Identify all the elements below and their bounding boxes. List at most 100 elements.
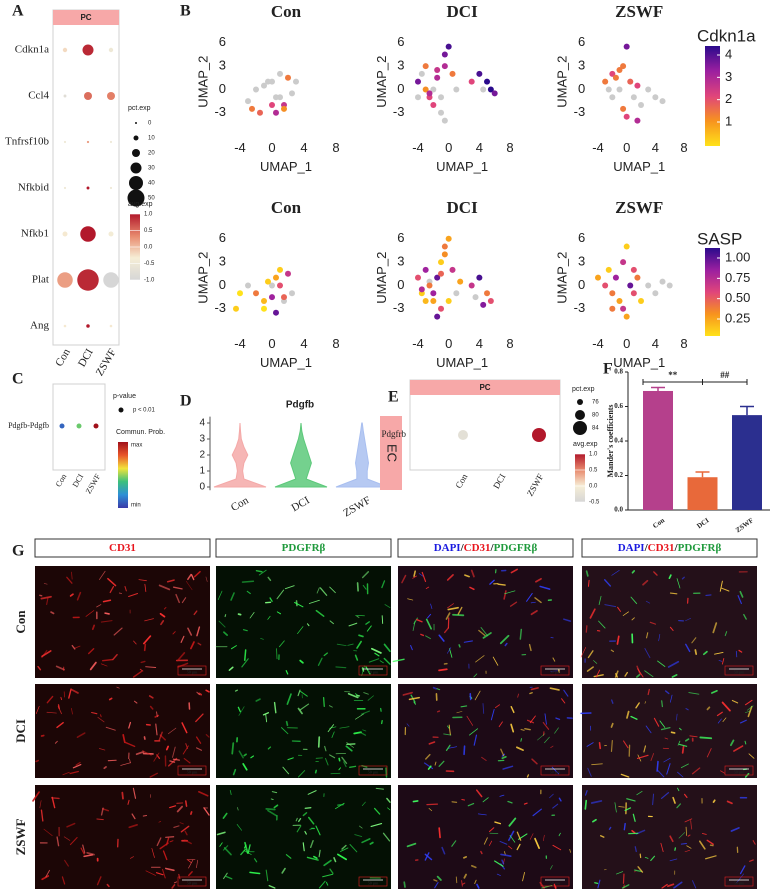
stain (663, 757, 671, 763)
stain (462, 882, 466, 885)
point (249, 105, 255, 112)
dot (86, 324, 90, 328)
stain (132, 787, 137, 799)
point (269, 78, 275, 85)
stain (645, 725, 652, 734)
stain (645, 600, 651, 604)
point (441, 251, 448, 258)
stain (64, 859, 69, 867)
stain (349, 765, 357, 768)
stain (642, 579, 649, 586)
row-label: ZSWF (13, 819, 28, 856)
stain (45, 869, 50, 878)
y-tick-label: 3 (397, 58, 404, 73)
stain (631, 829, 636, 834)
stain (238, 750, 244, 759)
x-axis-label: UMAP_1 (613, 159, 665, 174)
stain (41, 875, 50, 881)
point (612, 274, 619, 281)
stain (158, 821, 162, 823)
stain (681, 745, 685, 754)
stain (176, 805, 183, 813)
stain (585, 625, 588, 633)
stain (142, 815, 148, 817)
stain (402, 691, 413, 696)
point (616, 67, 623, 74)
stain (128, 593, 139, 597)
y-tick-label: 6 (219, 34, 226, 49)
stain (76, 732, 86, 738)
stain (370, 823, 383, 827)
stain (363, 692, 369, 695)
point (484, 290, 491, 297)
stain (284, 585, 295, 590)
stain (128, 721, 132, 729)
stain (243, 753, 247, 757)
legend-label: 80 (592, 413, 599, 419)
stain (471, 864, 477, 869)
x-tick-label: 8 (680, 140, 687, 155)
stain (298, 817, 302, 823)
stain (304, 806, 312, 810)
stain (534, 837, 540, 849)
stain (55, 665, 65, 671)
header-part: CD31 (648, 542, 675, 554)
stain (413, 701, 416, 705)
stain (499, 634, 510, 645)
stain (438, 760, 445, 767)
dot (62, 231, 68, 237)
point (441, 51, 448, 58)
point (627, 282, 634, 289)
stain (46, 597, 49, 606)
stain (249, 871, 261, 875)
x-tick-label: -4 (592, 140, 604, 155)
stain (254, 858, 258, 863)
y-tick-label: 0 (199, 482, 205, 493)
stain (589, 608, 596, 619)
point (430, 102, 437, 109)
legend-title: pct.exp (572, 386, 595, 393)
stain (662, 747, 669, 750)
y-tick-label: 0 (397, 277, 404, 292)
legend-label: p < 0.01 (133, 408, 156, 414)
colorbar-label: 2 (725, 91, 732, 106)
stain (379, 660, 384, 664)
point (645, 282, 652, 289)
stain (669, 592, 678, 595)
stain (475, 655, 485, 663)
stain (187, 573, 192, 581)
stain (267, 746, 272, 750)
dot (76, 423, 82, 429)
scale-bar-label: 50 μm (187, 769, 198, 774)
colorbar-label: 3 (725, 69, 732, 84)
point (484, 78, 491, 85)
point (634, 274, 641, 281)
point (609, 94, 616, 101)
stain (286, 693, 292, 705)
stain (543, 834, 545, 842)
stain (530, 601, 536, 604)
stain (441, 846, 446, 855)
stain (464, 574, 470, 578)
legend-label: 0 (148, 121, 152, 127)
stain (258, 569, 267, 576)
stain (276, 589, 285, 600)
panel-label: F (603, 361, 613, 378)
stain (498, 721, 503, 728)
stain (98, 570, 106, 580)
stain (159, 612, 166, 618)
stain (381, 615, 384, 624)
stain (270, 798, 274, 801)
stain (744, 710, 751, 714)
stain (632, 813, 636, 822)
stain (91, 624, 96, 631)
stain (650, 753, 655, 761)
stain (643, 745, 647, 753)
stain (591, 763, 603, 766)
y-tick-label: -3 (393, 104, 405, 119)
stain (529, 715, 536, 724)
stain (371, 647, 382, 654)
header-part: / (460, 542, 465, 554)
stain (35, 706, 40, 714)
stain (503, 590, 507, 600)
